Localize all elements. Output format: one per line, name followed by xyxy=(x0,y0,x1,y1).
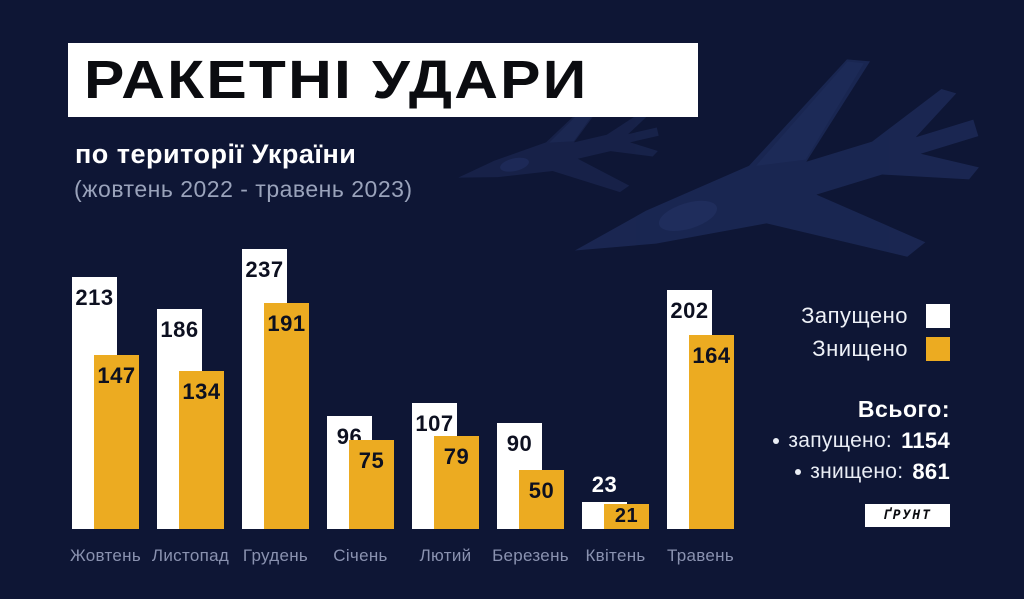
bar-value-label: 23 xyxy=(591,472,618,497)
legend-label-launched: Запущено xyxy=(801,303,908,328)
bar-value-label: 186 xyxy=(160,317,199,342)
month-label: Листопад xyxy=(151,546,230,565)
totals-launched-value: 1154 xyxy=(901,428,950,453)
legend-label-destroyed: Знищено xyxy=(812,336,908,361)
totals-block: Всього: запущено: 1154 знищено: 861 xyxy=(773,396,950,485)
bar-value-label: 202 xyxy=(670,298,709,323)
bar-destroyed: 21 xyxy=(604,504,649,529)
bar-value-label: 107 xyxy=(415,411,454,436)
month-label: Березень xyxy=(492,546,569,565)
grunt-logo-text: ҐРУНТ xyxy=(882,508,933,523)
bullet-icon xyxy=(773,438,780,444)
legend-item-destroyed: Знищено xyxy=(801,336,950,362)
title-banner: РАКЕТНІ УДАРИ xyxy=(68,43,698,117)
month-label: Травень xyxy=(667,546,734,565)
legend-swatch-launched xyxy=(926,304,950,328)
totals-launched-label: запущено: xyxy=(788,429,893,452)
bar-value-label: 75 xyxy=(358,448,385,473)
month-label: Грудень xyxy=(242,546,309,565)
bar-destroyed: 50 xyxy=(519,470,564,529)
totals-launched-row: запущено: 1154 xyxy=(773,428,950,454)
bar-value-label: 90 xyxy=(506,431,533,456)
bar-value-label: 147 xyxy=(97,363,136,388)
bar-value-label: 191 xyxy=(267,311,306,336)
totals-destroyed-value: 861 xyxy=(912,459,950,484)
bar-value-label: 164 xyxy=(692,343,731,368)
bar-value-label: 50 xyxy=(528,478,555,503)
bullet-icon xyxy=(795,469,802,475)
legend: Запущено Знищено xyxy=(801,303,950,362)
bar-destroyed: 164 xyxy=(689,335,734,529)
bar-destroyed: 134 xyxy=(179,371,224,529)
bar-destroyed: 147 xyxy=(94,355,139,529)
totals-destroyed-label: знищено: xyxy=(810,460,904,483)
totals-destroyed-row: знищено: 861 xyxy=(795,459,950,485)
legend-item-launched: Запущено xyxy=(801,303,950,329)
bar-destroyed: 191 xyxy=(264,303,309,529)
bar-value-label: 237 xyxy=(245,257,284,282)
page-title: РАКЕТНІ УДАРИ xyxy=(84,50,589,110)
month-label: Січень xyxy=(333,546,388,565)
grunt-logo: ҐРУНТ xyxy=(865,504,950,527)
bar-destroyed: 75 xyxy=(349,440,394,529)
legend-swatch-destroyed xyxy=(926,337,950,361)
bar-value-label: 213 xyxy=(75,285,114,310)
totals-heading: Всього: xyxy=(857,396,950,422)
period-label: (жовтень 2022 - травень 2023) xyxy=(74,176,413,202)
bar-value-label: 134 xyxy=(182,379,221,404)
month-label: Квітень xyxy=(585,546,646,565)
bar-value-label: 21 xyxy=(614,505,639,527)
subtitle: по території України xyxy=(75,139,357,169)
bar-value-label: 79 xyxy=(443,444,470,469)
month-label: Жовтень xyxy=(69,546,141,565)
month-label: Лютий xyxy=(419,546,472,565)
bar-destroyed: 79 xyxy=(434,436,479,529)
